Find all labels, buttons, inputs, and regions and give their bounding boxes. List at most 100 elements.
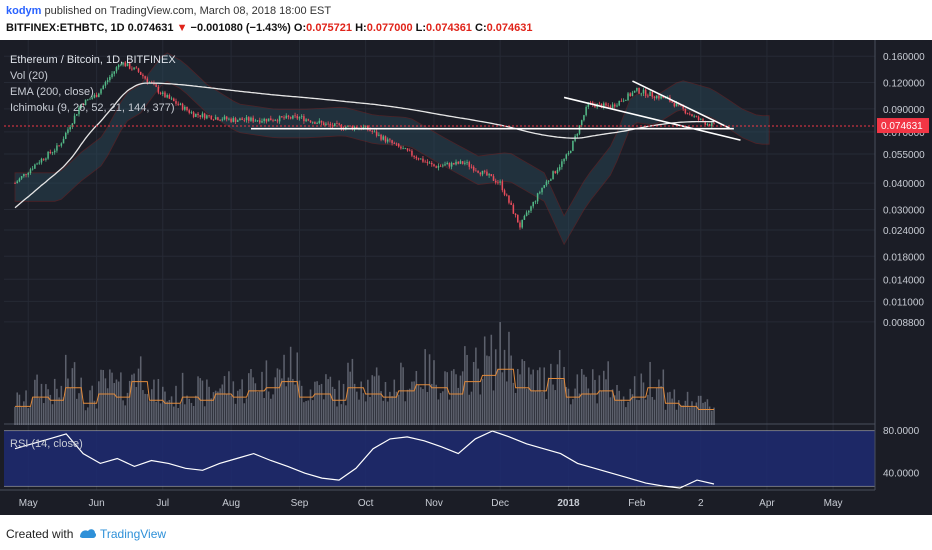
volume-bar	[532, 369, 534, 425]
candle-body	[433, 164, 435, 167]
candle-body	[521, 219, 523, 228]
volume-bar	[675, 409, 678, 425]
time-tick-label: 2	[698, 498, 704, 509]
volume-bar	[239, 389, 241, 425]
candle-body	[122, 62, 124, 65]
candle-body	[338, 123, 340, 125]
volume-bar	[563, 366, 565, 425]
price-axis[interactable]: 0.160000 0.120000 0.090000 0.070000 0.055000…	[874, 40, 932, 515]
volume-bar	[322, 399, 325, 425]
candle-body	[640, 93, 643, 95]
time-tick-label: Oct	[358, 498, 374, 509]
time-tick-label: 2018	[557, 498, 580, 509]
volume-bar	[397, 394, 400, 425]
volume-bar	[236, 390, 239, 425]
volume-bar	[351, 358, 354, 425]
chart-canvas[interactable]: 0.160000 0.120000 0.090000 0.070000 0.055000…	[0, 40, 932, 515]
volume-bar	[457, 387, 460, 425]
volume-bar	[642, 382, 645, 425]
price-change: −0.001080 (−1.43%)	[190, 22, 291, 34]
volume-bar	[598, 375, 601, 425]
candle-body	[576, 133, 579, 136]
volume-bar	[84, 410, 87, 425]
candle-body	[106, 80, 109, 83]
volume-bar	[27, 408, 30, 425]
volume-ma-line	[15, 368, 714, 410]
candle-body	[27, 173, 30, 175]
legend-ichimoku[interactable]: Ichimoku (9, 26, 52, 21, 144, 377)	[10, 102, 175, 114]
candle-body	[16, 181, 19, 184]
candle-body	[241, 118, 243, 120]
down-arrow-icon: ▼	[176, 22, 188, 34]
candle-body	[56, 145, 58, 151]
tradingview-brand-link[interactable]: TradingView	[100, 527, 167, 541]
rsi-overbought-band	[4, 431, 875, 486]
volume-bar	[117, 381, 120, 425]
volume-bar	[616, 384, 618, 425]
candle-body	[283, 117, 285, 119]
volume-bar	[442, 391, 444, 425]
candle-body	[243, 119, 246, 121]
volume-bar	[653, 399, 656, 425]
trendline-upper-wedge[interactable]	[563, 96, 741, 141]
candle-body	[206, 115, 208, 119]
volume-bar	[514, 392, 517, 425]
candle-body	[647, 95, 649, 97]
volume-bar	[501, 372, 504, 425]
volume-bar	[431, 383, 433, 425]
volume-bar	[80, 377, 82, 425]
price-tick-label: 0.090000	[883, 105, 925, 116]
volume-bar	[109, 369, 111, 425]
time-tick-label: Aug	[222, 498, 240, 509]
candle-body	[239, 118, 241, 121]
time-tick-label: Feb	[628, 498, 646, 509]
candle-body	[157, 86, 160, 93]
volume-bar	[146, 394, 149, 425]
volume-bar	[331, 386, 334, 425]
volume-bar	[481, 378, 484, 425]
volume-bar	[309, 389, 312, 425]
volume-bar	[453, 369, 455, 425]
legend-title[interactable]: Ethereum / Bitcoin, 1D, BITFINEX	[10, 54, 176, 66]
volume-bar	[67, 378, 69, 425]
legend-vol[interactable]: Vol (20)	[10, 70, 48, 82]
volume-bar	[375, 367, 378, 425]
candle-body	[419, 158, 422, 160]
candle-body	[168, 95, 171, 99]
volume-bar	[347, 362, 349, 425]
candle-body	[587, 102, 590, 107]
legend-rsi[interactable]: RSI (14, close)	[10, 438, 83, 450]
volume-bar	[455, 374, 457, 425]
volume-bar	[704, 401, 706, 425]
volume-bar	[256, 391, 259, 425]
volume-bar	[605, 379, 607, 425]
volume-bar	[666, 392, 669, 425]
candle-body	[569, 150, 572, 153]
high-value: 0.077000	[366, 22, 413, 34]
candle-body	[210, 115, 213, 120]
candle-body	[60, 143, 63, 146]
candle-body	[693, 115, 695, 117]
candle-body	[389, 139, 391, 141]
volume-bar	[627, 401, 629, 425]
time-axis[interactable]: May Jun Jul Aug Sep Oct Nov Dec 2018 Feb 2 Apr May	[0, 489, 875, 515]
legend-ema[interactable]: EMA (200, close)	[10, 86, 94, 98]
volume-bar	[400, 362, 402, 425]
candle-body	[565, 154, 568, 159]
volume-bar	[305, 401, 307, 425]
volume-bar	[181, 372, 184, 425]
ichimoku-cloud	[14, 52, 770, 246]
price-tick-label: 0.018000	[883, 252, 925, 263]
volume-bar	[177, 408, 179, 425]
trendline-resistance[interactable]	[632, 80, 730, 129]
candle-body	[649, 91, 651, 97]
price-tick-label: 0.014000	[883, 275, 925, 286]
volume-bar	[100, 369, 102, 425]
volume-bar	[393, 379, 396, 425]
candle-body	[281, 116, 283, 118]
volume-bar	[530, 374, 532, 425]
volume-bar	[325, 374, 327, 425]
candle-body	[91, 97, 93, 99]
candle-body	[146, 78, 149, 83]
author-link[interactable]: kodym	[6, 5, 42, 17]
